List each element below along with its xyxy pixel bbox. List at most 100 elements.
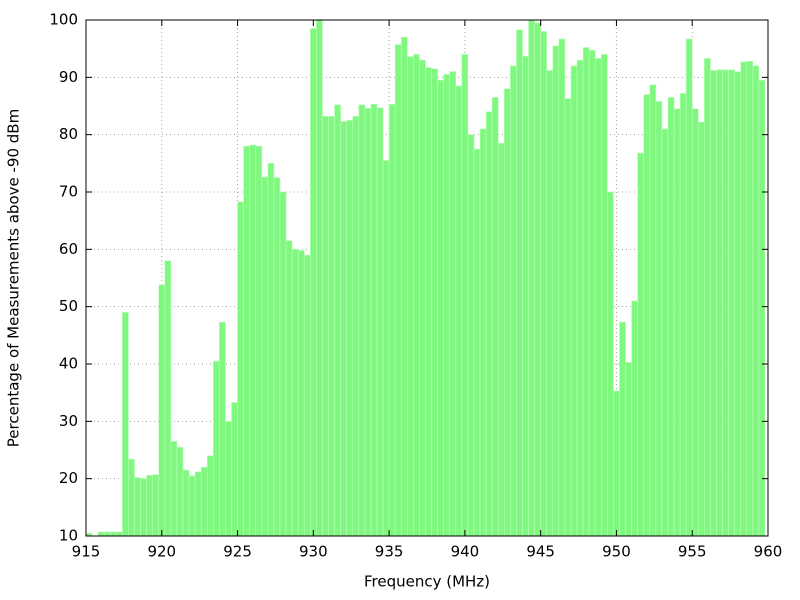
- bar: [479, 128, 487, 536]
- x-tick-label: 960: [754, 543, 783, 561]
- bar: [619, 321, 626, 536]
- bar: [225, 421, 232, 536]
- bar: [540, 31, 548, 536]
- bar: [328, 116, 335, 536]
- bar: [322, 116, 329, 536]
- bar: [443, 74, 451, 536]
- bar: [182, 469, 190, 536]
- y-tick-label: 80: [59, 125, 78, 143]
- bar: [558, 38, 566, 536]
- bar: [734, 71, 742, 536]
- bar: [485, 111, 493, 536]
- bar: [431, 68, 438, 536]
- bar: [400, 36, 408, 536]
- bar: [255, 145, 263, 536]
- bar: [716, 69, 723, 536]
- bar: [146, 474, 153, 536]
- bar: [697, 121, 705, 536]
- bar: [576, 59, 584, 536]
- bar: [237, 201, 244, 536]
- bar: [394, 44, 402, 536]
- bar: [582, 47, 590, 536]
- bar: [649, 84, 657, 536]
- bar: [291, 249, 299, 536]
- bar: [140, 478, 147, 536]
- bar: [497, 142, 505, 536]
- bar: [437, 79, 444, 536]
- bar: [346, 120, 354, 536]
- x-tick-label: 915: [72, 543, 101, 561]
- bar: [704, 58, 711, 536]
- bar: [340, 121, 347, 536]
- bar: [600, 54, 608, 536]
- bar: [122, 312, 129, 536]
- bar: [679, 93, 687, 536]
- bar: [473, 148, 481, 536]
- bar: [194, 471, 202, 536]
- bar: [667, 97, 675, 536]
- y-tick-label: 50: [59, 297, 78, 315]
- bar: [522, 55, 529, 536]
- x-tick-label: 925: [223, 543, 252, 561]
- bar: [461, 54, 469, 536]
- bar: [116, 531, 123, 536]
- bar: [425, 67, 432, 536]
- bar: [413, 54, 420, 536]
- bar: [334, 104, 341, 536]
- x-tick-label: 935: [375, 543, 404, 561]
- bar: [303, 254, 311, 536]
- y-tick-label: 60: [59, 240, 78, 258]
- bar: [758, 79, 766, 536]
- bar: [710, 70, 717, 536]
- bar: [267, 163, 275, 536]
- bar: [510, 65, 517, 536]
- bar: [643, 94, 651, 536]
- y-tick-label: 20: [59, 469, 78, 487]
- bar: [364, 107, 372, 536]
- bar: [103, 531, 111, 536]
- y-tick-label: 30: [59, 412, 78, 430]
- bar: [370, 103, 378, 536]
- bar: [570, 65, 578, 536]
- bar: [419, 59, 426, 536]
- bar: [661, 128, 669, 536]
- bar: [261, 176, 269, 536]
- bar: [316, 20, 323, 536]
- bar: [297, 250, 305, 536]
- bar: [134, 477, 141, 536]
- bar: [158, 284, 166, 536]
- bar: [516, 29, 523, 536]
- x-tick-label: 945: [526, 543, 555, 561]
- y-axis-label: Percentage of Measurements above -90 dBm: [5, 109, 23, 447]
- bar: [503, 88, 511, 536]
- bar: [273, 177, 281, 536]
- bar: [528, 20, 535, 536]
- bar: [376, 107, 384, 536]
- x-tick-label: 955: [678, 543, 707, 561]
- bar: [97, 531, 105, 536]
- bar: [206, 455, 214, 536]
- bar: [467, 134, 475, 536]
- y-tick-label: 100: [49, 11, 78, 29]
- bar: [279, 191, 287, 536]
- bar: [152, 474, 160, 536]
- bar: [170, 441, 178, 536]
- bar: [406, 56, 414, 536]
- bar: [534, 22, 541, 536]
- bar: [655, 101, 663, 536]
- bar: [352, 116, 360, 536]
- bar: [188, 475, 196, 536]
- bar: [382, 160, 390, 536]
- bar: [546, 70, 554, 536]
- bar: [449, 71, 457, 536]
- bar: [552, 45, 560, 536]
- bar: [358, 104, 366, 536]
- x-axis-label: Frequency (MHz): [364, 573, 490, 591]
- bar: [746, 60, 754, 536]
- bar: [86, 532, 93, 536]
- bar: [752, 65, 760, 536]
- bar: [388, 103, 396, 536]
- bar: [613, 390, 620, 536]
- bar: [673, 108, 681, 536]
